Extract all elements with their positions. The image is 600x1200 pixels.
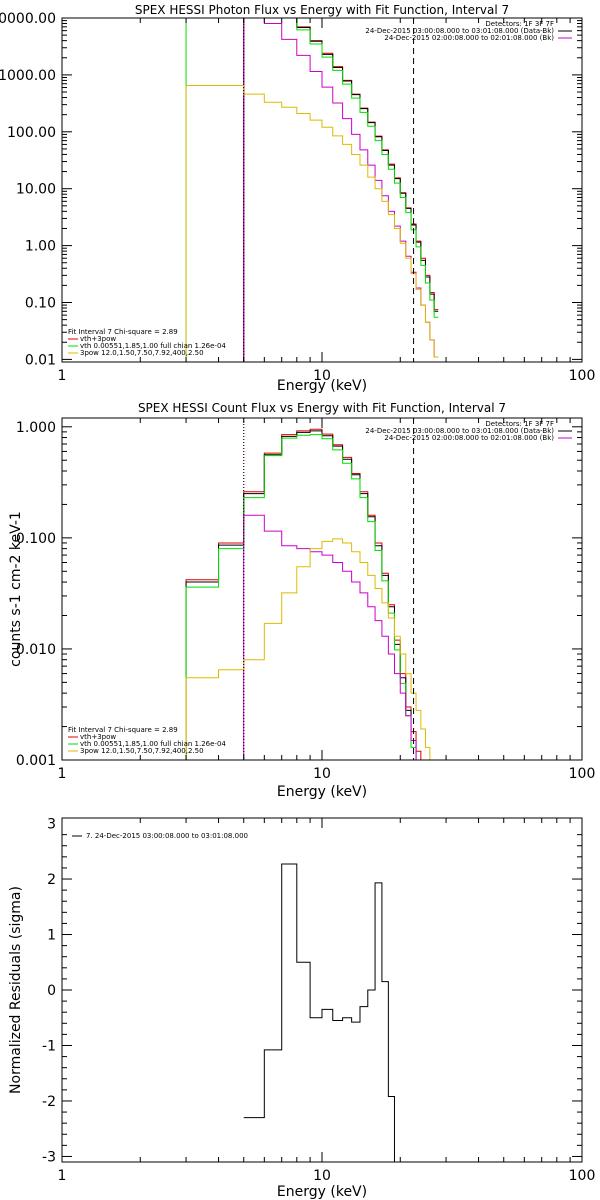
count-series-2 <box>185 434 417 760</box>
count-legend-tr-0: Detectors: 1F 3F 7F <box>485 420 554 428</box>
photon-series-3 <box>243 18 439 362</box>
photon-legend-tr-0: Detectors: 1F 3F 7F <box>485 20 554 28</box>
count-ylabel: counts s-1 cm-2 keV-1 <box>8 511 24 667</box>
resid-ytick-label: -3 <box>42 1149 56 1165</box>
resid-panel <box>61 817 583 1163</box>
count-legend-bl-2: vth 0.00551,1.85,1.00 full chian 1.26e-0… <box>80 740 226 748</box>
count-legend-bl-3: 3pow 12.0,1.50,7.50,7.92,400,2.50 <box>80 747 204 755</box>
photon-series-2 <box>185 18 439 362</box>
resid-xtick-label: 1 <box>58 1168 67 1184</box>
photon-legend-tr-2: 24-Dec-2015 02:00:08.000 to 02:01:08.000… <box>384 34 554 42</box>
photon-ytick-label: 0.10 <box>25 295 56 311</box>
count-ytick-label: 0.010 <box>16 642 56 658</box>
count-xlabel: Energy (keV) <box>277 784 367 800</box>
photon-legend-bl-3: 3pow 12.0,1.50,7.50,7.92,400,2.50 <box>80 349 204 357</box>
resid-ylabel: Normalized Residuals (sigma) <box>8 886 24 1094</box>
count-xtick-label: 100 <box>569 766 596 782</box>
count-ytick-label: 0.100 <box>16 531 56 547</box>
resid-ytick-label: 2 <box>47 872 56 888</box>
resid-xlabel: Energy (keV) <box>277 1184 367 1200</box>
photon-legend-bl-1: vth+3pow <box>80 335 116 343</box>
photon-frame <box>61 17 583 363</box>
count-panel <box>61 417 583 761</box>
count-legend-bl-0: Fit Interval 7 Chi-square = 2.89 <box>68 726 178 734</box>
resid-data <box>243 863 395 1162</box>
resid-ytick-label: 0 <box>47 983 56 999</box>
count-legend-bl-1: vth+3pow <box>80 733 116 741</box>
photon-legend-tr-1: 24-Dec-2015 03:00:08.000 to 03:01:08.000… <box>365 27 554 35</box>
count-ytick-label: 0.001 <box>16 753 56 769</box>
photon-title: SPEX HESSI Photon Flux vs Energy with Fi… <box>135 3 509 17</box>
photon-ytick-label: 1000.00 <box>0 68 56 84</box>
photon-data <box>185 18 439 362</box>
photon-ytick-label: 10000.00 <box>0 11 56 27</box>
photon-series-0 <box>243 18 439 362</box>
count-series-0 <box>185 428 422 760</box>
photon-xtick-label: 1 <box>58 368 67 384</box>
photon-legend-bl-0: Fit Interval 7 Chi-square = 2.89 <box>68 328 178 336</box>
count-xtick-label: 10 <box>313 766 331 782</box>
count-frame <box>61 417 583 761</box>
photon-xtick-label: 100 <box>569 368 596 384</box>
resid-xtick-label: 100 <box>569 1168 596 1184</box>
photon-ytick-label: 0.01 <box>25 352 56 368</box>
photon-panel <box>61 17 583 363</box>
resid-ytick-label: 1 <box>47 928 56 944</box>
resid-legend-tl-0: 7. 24-Dec-2015 03:00:08.000 to 03:01:08.… <box>86 832 248 840</box>
count-data <box>185 418 431 760</box>
photon-xlabel: Energy (keV) <box>277 378 367 394</box>
count-title: SPEX HESSI Count Flux vs Energy with Fit… <box>138 401 506 415</box>
photon-series-1 <box>243 18 439 362</box>
photon-ytick-label: 100.00 <box>7 125 56 141</box>
photon-ytick-label: 10.00 <box>16 182 56 198</box>
photon-legend-bl-2: vth 0.00551,1.85,1.00 full chian 1.26e-0… <box>80 342 226 350</box>
resid-ytick-label: 3 <box>47 817 56 833</box>
photon-series-4 <box>185 85 439 362</box>
resid-ytick-label: -2 <box>42 1094 56 1110</box>
resid-xtick-label: 10 <box>313 1168 331 1184</box>
photon-xtick-label: 10 <box>313 368 331 384</box>
resid-frame <box>61 817 583 1163</box>
count-legend-tr-1: 24-Dec-2015 03:00:08.000 to 03:01:08.000… <box>365 427 554 435</box>
resid-ytick-label: -1 <box>42 1038 56 1054</box>
count-legend-tr-2: 24-Dec-2015 02:00:08.000 to 02:01:08.000… <box>384 434 554 442</box>
count-series-3 <box>243 514 422 760</box>
count-series-4 <box>185 538 431 760</box>
photon-ytick-label: 1.00 <box>25 239 56 255</box>
count-ytick-label: 1.000 <box>16 420 56 436</box>
resid-series-0 <box>243 863 395 1162</box>
count-xtick-label: 1 <box>58 766 67 782</box>
